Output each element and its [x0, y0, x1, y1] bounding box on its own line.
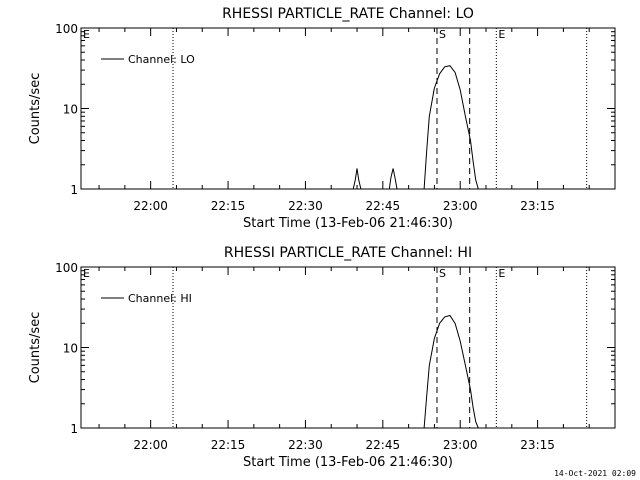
- legend-label: Channel: HI: [128, 292, 192, 305]
- series-line: [352, 65, 479, 190]
- y-tick-label: 1: [70, 183, 78, 197]
- y-axis-label: Counts/sec: [28, 73, 43, 145]
- legend-label: Channel: LO: [128, 53, 195, 66]
- marker-label: E: [498, 28, 505, 41]
- marker-label: E: [83, 28, 90, 41]
- x-tick-label: 22:15: [211, 438, 246, 452]
- y-axis-label: Counts/sec: [28, 312, 43, 384]
- y-tick-label: 10: [63, 103, 78, 117]
- y-tick-label: 10: [63, 342, 78, 356]
- y-tick-label: 100: [55, 261, 78, 275]
- x-tick-label: 22:30: [288, 199, 323, 213]
- x-tick-label: 23:00: [443, 199, 478, 213]
- x-tick-label: 23:15: [520, 199, 555, 213]
- x-tick-label: 22:00: [133, 438, 168, 452]
- series-line: [423, 314, 479, 429]
- chart-title: RHESSI PARTICLE_RATE Channel: LO: [222, 6, 474, 22]
- x-tick-label: 22:00: [133, 199, 168, 213]
- x-axis-label: Start Time (13-Feb-06 21:46:30): [243, 216, 453, 231]
- y-tick-label: 1: [70, 422, 78, 436]
- x-tick-label: 23:15: [520, 438, 555, 452]
- timestamp-label: 14-Oct-2021 02:09: [554, 469, 636, 478]
- x-tick-label: 22:15: [211, 199, 246, 213]
- x-tick-label: 23:00: [443, 438, 478, 452]
- marker-label: E: [83, 267, 90, 280]
- x-tick-label: 22:45: [366, 199, 401, 213]
- charts-svg: RHESSI PARTICLE_RATE Channel: LO 1 10 100 Co…: [28, 6, 616, 470]
- marker-label: S: [439, 28, 446, 41]
- y-tick-label: 100: [55, 22, 78, 36]
- x-tick-label: 22:30: [288, 438, 323, 452]
- x-tick-label: 22:45: [366, 438, 401, 452]
- chart-title: RHESSI PARTICLE_RATE Channel: HI: [224, 245, 472, 261]
- x-axis-label: Start Time (13-Feb-06 21:46:30): [243, 455, 453, 470]
- marker-label: E: [498, 267, 505, 280]
- marker-label: S: [439, 267, 446, 280]
